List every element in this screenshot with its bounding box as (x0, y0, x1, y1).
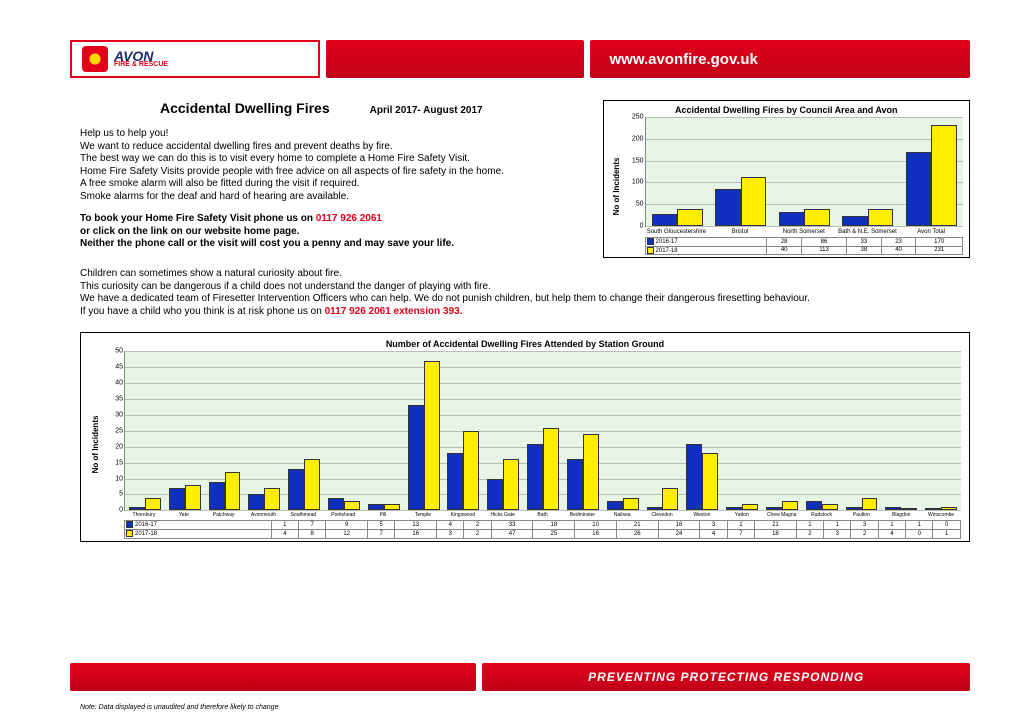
line: Neither the phone call or the visit will… (80, 238, 593, 251)
text: To book your Home Fire Safety Visit phon… (80, 213, 316, 224)
footnote: Note: Data displayed is unaudited and th… (80, 704, 278, 711)
header-red-bar (326, 40, 584, 78)
text-column: Accidental Dwelling Fires April 2017- Au… (80, 100, 593, 258)
header-band: AVON FIRE & RESCUE www.avonfire.gov.uk (70, 40, 970, 78)
line: We want to reduce accidental dwelling fi… (80, 141, 593, 154)
line: This curiosity can be dangerous if a chi… (80, 281, 970, 294)
main-content: Accidental Dwelling Fires April 2017- Au… (80, 100, 970, 542)
intro-text: Help us to help you! We want to reduce a… (80, 128, 593, 203)
text: If you have a child who you think is at … (80, 306, 325, 317)
header-url: www.avonfire.gov.uk (590, 40, 971, 78)
page-subtitle: April 2017- August 2017 (370, 105, 483, 116)
chart-council-area: Accidental Dwelling Fires by Council Are… (603, 100, 970, 258)
chart2-xlabels: ThornburyYatePatchwayAvonmouthSouthmeadP… (124, 511, 961, 518)
line: If you have a child who you think is at … (80, 306, 970, 319)
chart2-legend-table: 2016-1717951342331810211631211131102017-… (124, 520, 961, 538)
line: We have a dedicated team of Firesetter I… (80, 293, 970, 306)
line: To book your Home Fire Safety Visit phon… (80, 213, 593, 226)
line: The best way we can do this is to visit … (80, 153, 593, 166)
chart1-xlabels: South GloucestershireBristolNorth Somers… (645, 227, 963, 235)
line: A free smoke alarm will also be fitted d… (80, 178, 593, 191)
logo-box: AVON FIRE & RESCUE (70, 40, 320, 78)
chart2-title: Number of Accidental Dwelling Fires Atte… (89, 339, 961, 349)
logo-text: AVON FIRE & RESCUE (114, 50, 168, 69)
phone: 0117 926 2061 (316, 213, 382, 224)
footer-red-bar (70, 663, 476, 691)
line: Help us to help you! (80, 128, 593, 141)
chart1-plot: 050100150200250 (645, 117, 963, 227)
page-title: Accidental Dwelling Fires (160, 100, 330, 116)
booking-text: To book your Home Fire Safety Visit phon… (80, 213, 593, 251)
line: Children can sometimes show a natural cu… (80, 268, 970, 281)
chart-station-ground: Number of Accidental Dwelling Fires Atte… (80, 332, 970, 541)
chart1-ylabel: No of Incidents (610, 117, 623, 255)
chart2-ylabel: No of Incidents (89, 351, 102, 538)
line: Smoke alarms for the deaf and hard of he… (80, 191, 593, 204)
logo-sub: FIRE & RESCUE (114, 62, 168, 68)
chart2-plot: 05101520253035404550 (124, 351, 961, 511)
title-line: Accidental Dwelling Fires April 2017- Au… (80, 100, 593, 116)
footer-slogan: PREVENTING PROTECTING RESPONDING (482, 663, 970, 691)
firesetter-text: Children can sometimes show a natural cu… (80, 268, 970, 318)
crest-icon (82, 46, 108, 72)
line: Home Fire Safety Visits provide people w… (80, 166, 593, 179)
phone-ext: 0117 926 2061 extension 393. (325, 306, 463, 317)
chart1-legend-table: 2016-17288633231702017-18401133840231 (645, 237, 963, 255)
chart1-title: Accidental Dwelling Fires by Council Are… (610, 105, 963, 115)
top-row: Accidental Dwelling Fires April 2017- Au… (80, 100, 970, 258)
chart1-area: No of Incidents 050100150200250 South Gl… (610, 117, 963, 255)
line: or click on the link on our website home… (80, 226, 593, 239)
footer-band: PREVENTING PROTECTING RESPONDING (70, 663, 970, 691)
chart2-area: No of Incidents 05101520253035404550 Tho… (89, 351, 961, 538)
